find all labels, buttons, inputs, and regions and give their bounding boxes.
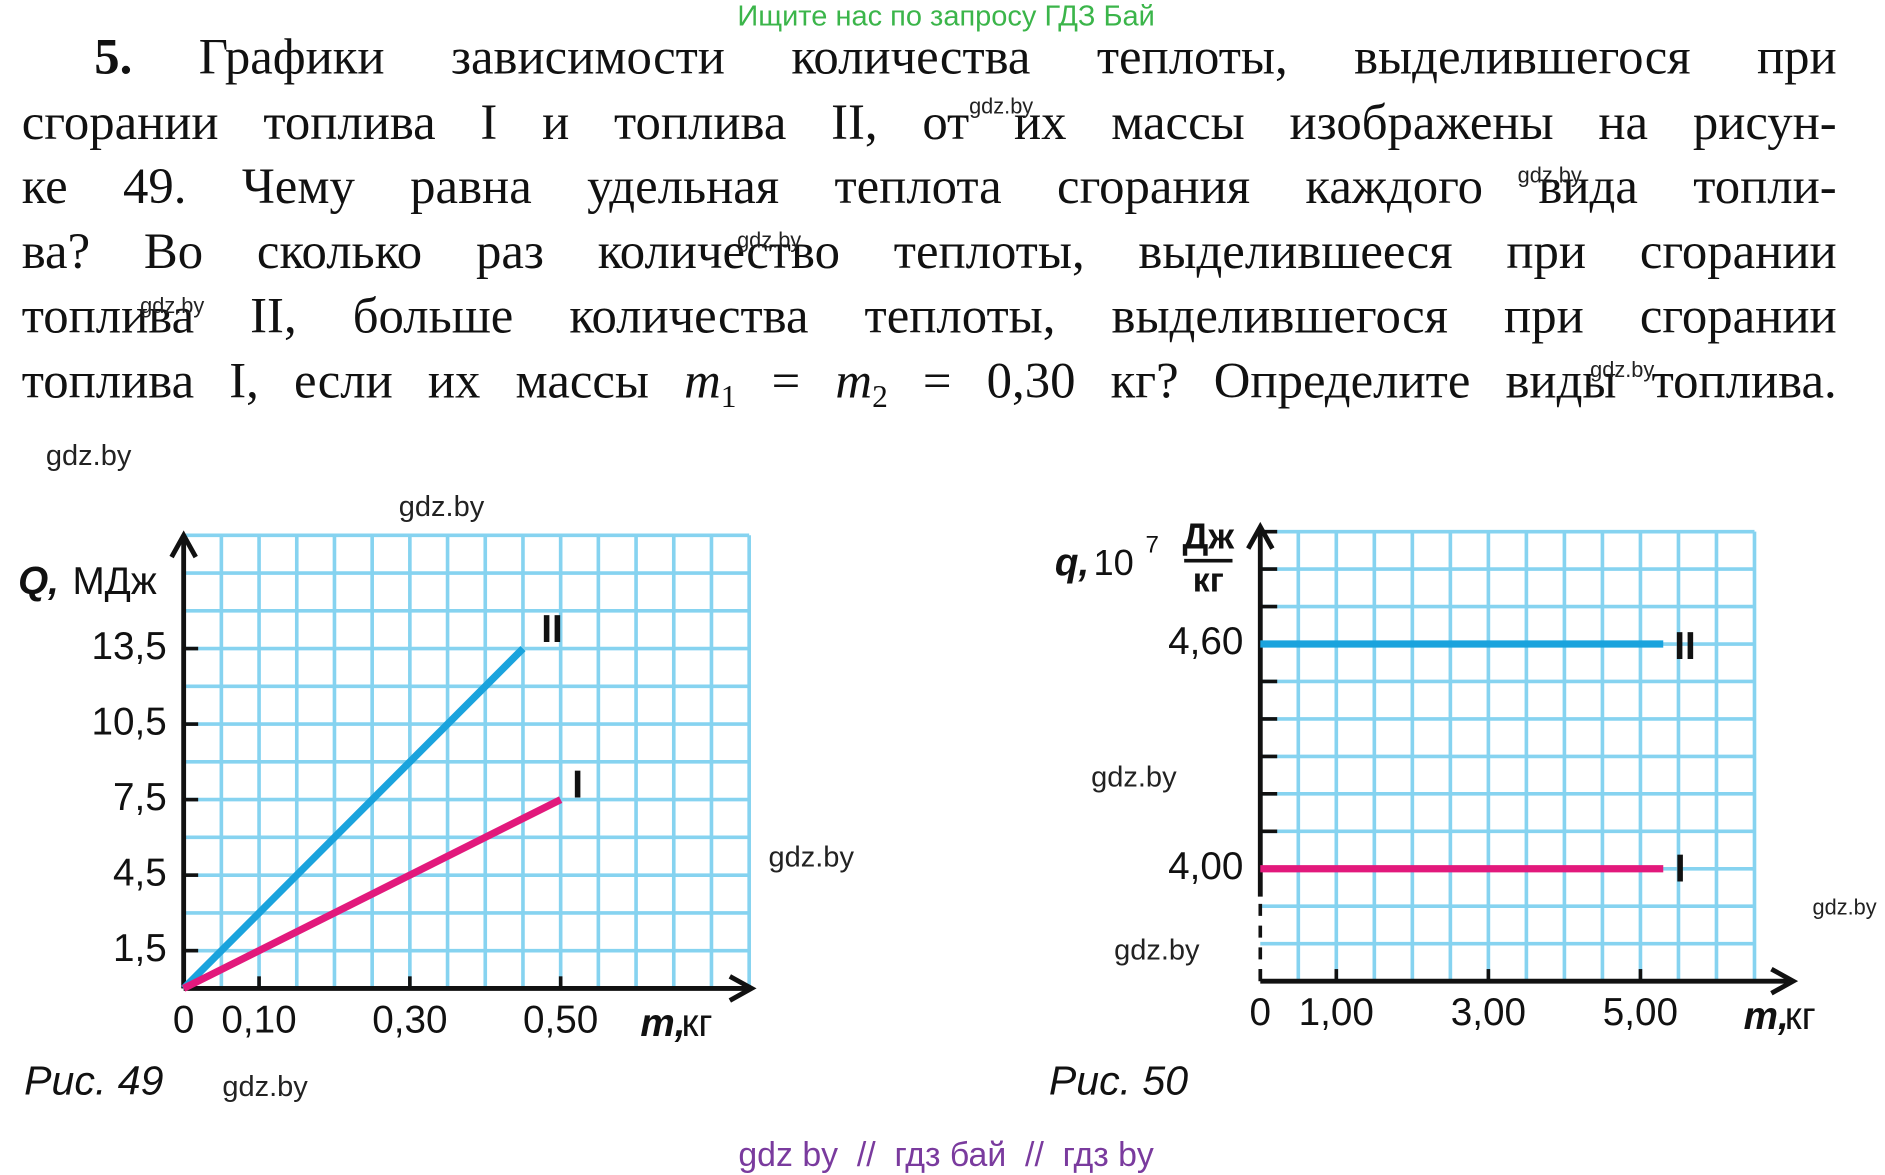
x-arrow	[1770, 966, 1799, 996]
text-line: ке 49. Чему равна удельная теплота сгора…	[22, 156, 1837, 221]
watermark: gdz.by	[1517, 163, 1582, 188]
x-arrow	[728, 974, 757, 1003]
y-label-numerator: Дж	[1183, 515, 1235, 556]
text: топлива I, если их массы	[21, 354, 650, 410]
formula-part: 1	[720, 379, 737, 415]
watermark: gdz.by	[969, 94, 1034, 119]
y-arrow	[1246, 521, 1275, 550]
series-label: II	[541, 608, 562, 651]
watermark: gdz.by	[737, 228, 802, 253]
text-line: топлива I, если их массы m1 = m2 = 0,30 …	[22, 350, 1837, 415]
x-label-symbol: m,	[1744, 995, 1789, 1038]
text-line: ва? Во сколько раз количество теплоты, в…	[22, 221, 1837, 286]
watermark: gdz.by	[45, 439, 132, 473]
data-line	[181, 646, 526, 991]
y-tick-label: 1,5	[113, 927, 167, 970]
figure-caption: Рис. 49	[24, 1058, 163, 1104]
y-label-denominator: кг	[1193, 561, 1224, 599]
footer: gdz by // гдз бай // гдз by	[738, 1135, 1154, 1174]
x-tick-label: 0,30	[372, 998, 447, 1041]
formula-part: m	[835, 354, 873, 410]
y-tick-label: 4,5	[113, 851, 167, 894]
x-tick-label: 1,00	[1299, 991, 1374, 1034]
watermark: gdz.by	[1091, 761, 1177, 794]
watermark: gdz.by	[1590, 357, 1655, 382]
problem: 5. Графики зависимости количества теплот…	[22, 27, 1837, 416]
figure-caption: Рис. 50	[1049, 1058, 1188, 1104]
y-tick-label: 4,00	[1168, 845, 1243, 888]
y-tick-label: 10,5	[91, 700, 166, 743]
x-tick-label: 0,50	[523, 998, 598, 1041]
text-line: сгорании топлива I и топлива II, от их м…	[22, 91, 1837, 156]
series-label: I	[1675, 847, 1686, 890]
x-tick-label: 0,10	[221, 998, 296, 1041]
text: ке 49. Чему равна удельная теплота сгора…	[21, 159, 1837, 216]
y-label-base: 10	[1094, 542, 1134, 583]
x-tick-label: 0	[173, 998, 195, 1041]
x-tick-label: 3,00	[1451, 991, 1526, 1034]
y-tick-label: 4,60	[1168, 620, 1243, 663]
watermark: gdz.by	[398, 490, 485, 524]
text: топлива II, больше количества теплоты, в…	[21, 289, 1837, 345]
text-line: 5. Графики зависимости количества теплот…	[22, 27, 1837, 92]
formula-part: m	[684, 354, 721, 410]
watermark: gdz.by	[1114, 934, 1200, 967]
y-label-unit: МДж	[72, 560, 156, 603]
x-label-unit: кг	[681, 1002, 712, 1045]
y-label-exponent: 7	[1145, 532, 1158, 559]
y-tick-label: 7,5	[113, 776, 167, 819]
watermark: gdz.by	[222, 1070, 308, 1104]
series-label: II	[1674, 625, 1695, 668]
y-tick-label: 13,5	[91, 625, 166, 668]
data-line	[182, 796, 563, 992]
text-line: топлива II, больше количества теплоты, в…	[22, 286, 1837, 351]
formula-part: 2	[872, 379, 888, 415]
text: сгорании топлива I и топлива II, от их м…	[21, 94, 1837, 151]
y-arrow	[169, 530, 198, 559]
watermark: gdz.by	[1812, 895, 1877, 920]
x-label-symbol: m,	[640, 1002, 685, 1045]
header: Ищите нас по запросу ГДЗ Бай	[737, 0, 1155, 33]
x-tick-label: 5,00	[1603, 991, 1678, 1034]
problem-number: 5.	[94, 30, 133, 86]
y-label-symbol: Q,	[18, 560, 59, 603]
series-label: I	[572, 764, 583, 807]
formula-part: =	[922, 354, 952, 410]
x-label-unit: кг	[1785, 995, 1816, 1038]
y-label-symbol: q,	[1055, 542, 1089, 585]
formula-part: 0,30 кг	[986, 354, 1157, 410]
text: ва? Во сколько раз количество теплоты, в…	[21, 224, 1837, 281]
text: Графики зависимости количества теплоты, …	[198, 30, 1837, 86]
formula-part: =	[771, 354, 801, 410]
watermark: gdz.by	[768, 840, 854, 874]
text: ? Определите виды топлива.	[1156, 354, 1837, 410]
watermark: gdz.by	[140, 293, 205, 318]
x-tick-label: 0	[1250, 991, 1271, 1034]
